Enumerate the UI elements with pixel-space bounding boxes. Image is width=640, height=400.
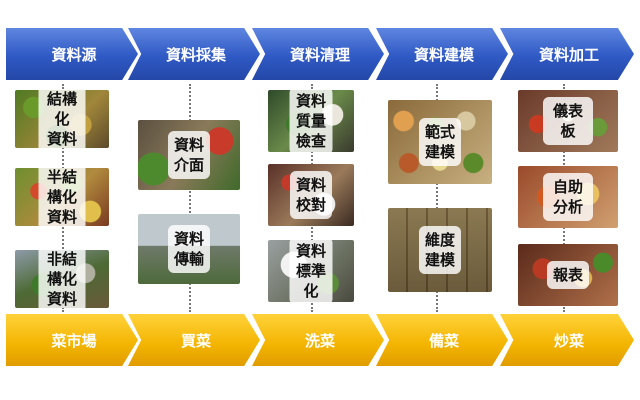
data-quality-check-tile: 資料質量 檢查 (268, 90, 354, 152)
stage-buy-vegetables: 買菜 (128, 314, 260, 366)
dimensional-modeling-tile: 維度 建模 (388, 208, 492, 292)
stage-label: 菜市場 (51, 331, 97, 350)
tile-label: 自助分析 (543, 173, 593, 221)
semi-structured-data-tile: 半結構化 資料 (15, 168, 109, 226)
tile-label: 資料 校對 (289, 171, 333, 219)
stage-market: 菜市場 (6, 314, 138, 366)
tile-label: 儀表板 (543, 97, 593, 145)
data-standardization-tile: 資料 標準化 (268, 240, 354, 302)
connector-line (436, 84, 438, 312)
stage-label: 資料採集 (165, 45, 226, 64)
dashboard-tile: 儀表板 (518, 90, 618, 152)
tile-label: 半結構化 資料 (38, 168, 86, 226)
connector-line (189, 84, 191, 312)
stage-data-modeling: 資料建模 (376, 28, 508, 80)
report-tile: 報表 (518, 244, 618, 306)
stage-data-source: 資料源 (6, 28, 138, 80)
tile-label: 資料 傳輸 (167, 225, 211, 273)
tile-label: 範式 建模 (418, 118, 462, 166)
stage-data-processing: 資料加工 (500, 28, 634, 80)
stage-label: 資料加工 (538, 45, 599, 64)
unstructured-data-tile: 非結構化 資料 (15, 250, 109, 308)
stage-label: 買菜 (180, 331, 211, 350)
self-service-analysis-tile: 自助分析 (518, 166, 618, 228)
stage-data-cleaning: 資料清理 (252, 28, 384, 80)
tile-label: 結構化 資料 (38, 90, 86, 148)
stage-label: 資料源 (51, 45, 97, 64)
data-interface-tile: 資料 介面 (138, 120, 240, 190)
stage-wash-vegetables: 洗菜 (252, 314, 384, 366)
tile-label: 報表 (546, 261, 590, 289)
tile-label: 資料 標準化 (289, 240, 333, 302)
stage-prepare-vegetables: 備菜 (376, 314, 508, 366)
stage-label: 備菜 (428, 331, 459, 350)
tile-label: 資料 介面 (167, 131, 211, 179)
stage-label: 資料建模 (413, 45, 474, 64)
structured-data-tile: 結構化 資料 (15, 90, 109, 148)
tile-label: 維度 建模 (418, 226, 462, 274)
stage-data-collection: 資料採集 (128, 28, 260, 80)
tile-label: 非結構化 資料 (38, 250, 86, 308)
stage-label: 資料清理 (289, 45, 350, 64)
stage-label: 洗菜 (304, 331, 335, 350)
data-transfer-tile: 資料 傳輸 (138, 214, 240, 284)
tile-label: 資料質量 檢查 (289, 90, 333, 152)
stage-label: 炒菜 (553, 331, 584, 350)
stage-stir-fry: 炒菜 (500, 314, 634, 366)
normal-form-modeling-tile: 範式 建模 (388, 100, 492, 184)
data-proofreading-tile: 資料 校對 (268, 164, 354, 226)
